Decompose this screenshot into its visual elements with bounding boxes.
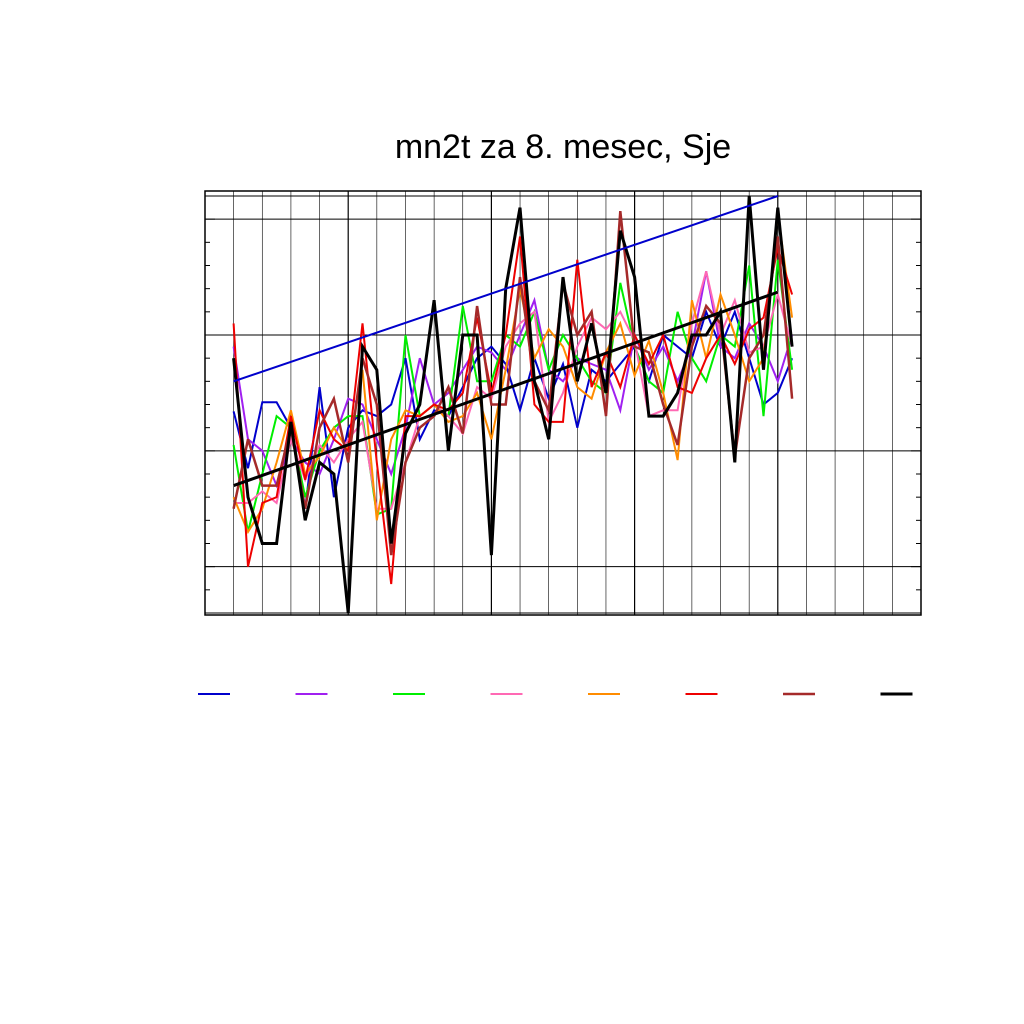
series-line-1 bbox=[232, 271, 794, 489]
plot-frame bbox=[204, 190, 922, 616]
trend-lines bbox=[233, 195, 779, 487]
series-line-7 bbox=[232, 195, 794, 614]
chart-title: mn2t za 8. mesec, Sje bbox=[395, 128, 731, 166]
axes bbox=[204, 190, 922, 616]
trend-line-1 bbox=[233, 290, 779, 487]
trend-line-0 bbox=[233, 195, 779, 383]
series-line-6 bbox=[232, 210, 794, 556]
